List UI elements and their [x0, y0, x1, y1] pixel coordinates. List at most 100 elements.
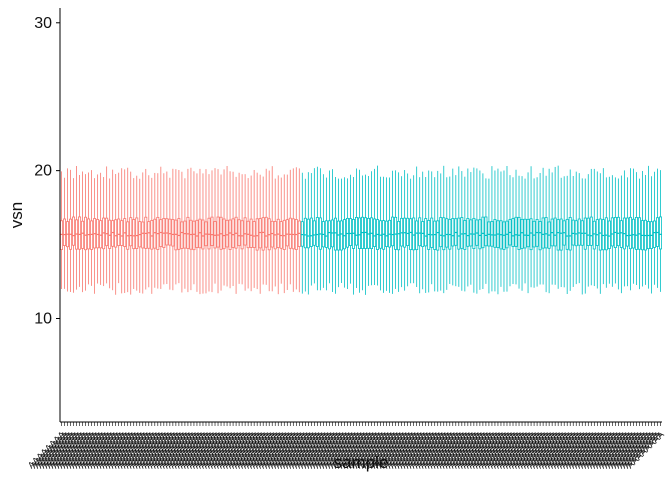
box-group-2	[547, 168, 551, 294]
box-group-2	[610, 175, 614, 287]
box-group-2	[339, 178, 343, 284]
box-body	[186, 216, 190, 249]
box-body	[264, 216, 268, 248]
box-body	[225, 219, 229, 248]
box-body	[659, 216, 662, 250]
box-group-1	[243, 174, 247, 291]
box-body	[198, 218, 202, 249]
box-group-2	[613, 177, 617, 284]
box-group-2	[490, 166, 494, 292]
box-group-1	[105, 166, 109, 284]
box-body	[240, 220, 244, 250]
box-group-2	[324, 177, 328, 291]
box-body	[78, 216, 82, 250]
box-group-1	[270, 166, 274, 292]
box-group-2	[358, 169, 361, 293]
box-group-1	[96, 174, 100, 284]
box-group-2	[553, 166, 557, 285]
box-group-2	[622, 170, 626, 287]
box-group-1	[63, 177, 66, 289]
box-body	[327, 220, 331, 250]
box-body	[237, 219, 241, 247]
box-body	[610, 217, 614, 247]
box-group-2	[577, 173, 581, 284]
y-tick-label: 10	[34, 311, 52, 328]
box-group-2	[637, 178, 641, 290]
box-body	[87, 218, 91, 250]
box-group-1	[261, 176, 265, 285]
box-group-2	[433, 177, 437, 292]
box-body	[517, 217, 521, 250]
box-group-2	[493, 170, 497, 292]
box-group-1	[282, 174, 286, 294]
box-group-1	[114, 173, 118, 295]
box-group-2	[460, 171, 464, 291]
box-body	[568, 217, 572, 251]
box-body	[303, 217, 307, 249]
box-group-2	[412, 175, 416, 284]
box-body	[90, 220, 94, 250]
box-body	[565, 218, 569, 250]
box-body	[619, 220, 623, 248]
box-group-2	[589, 168, 593, 286]
box-group-1	[210, 170, 214, 293]
box-body	[577, 218, 581, 246]
box-group-2	[532, 178, 536, 288]
box-group-2	[336, 178, 340, 288]
box-group-2	[508, 175, 512, 287]
box-body	[409, 218, 413, 251]
box-body	[351, 219, 355, 249]
box-body	[394, 216, 398, 250]
box-group-1	[162, 173, 166, 285]
box-group-2	[303, 178, 307, 292]
box-body	[306, 218, 310, 249]
box-body	[261, 217, 265, 251]
box-body	[84, 216, 88, 251]
box-group-2	[306, 172, 310, 295]
box-body	[433, 220, 437, 250]
box-group-2	[351, 177, 355, 295]
box-group-2	[517, 175, 521, 289]
box-group-1	[180, 171, 184, 293]
box-body	[514, 216, 518, 247]
box-body	[541, 217, 545, 249]
box-body	[406, 217, 410, 246]
box-body	[520, 218, 524, 249]
box-group-1	[240, 174, 244, 285]
box-group-1	[153, 172, 157, 288]
box-body	[532, 220, 536, 248]
box-body	[493, 219, 497, 248]
box-group-2	[463, 176, 467, 292]
box-body	[192, 220, 196, 251]
box-group-1	[168, 177, 172, 290]
box-group-1	[72, 178, 76, 293]
box-body	[132, 219, 136, 250]
box-group-2	[586, 174, 590, 287]
box-body	[117, 218, 121, 247]
box-group-1	[138, 178, 142, 293]
box-body	[460, 217, 464, 249]
box-group-2	[481, 173, 485, 290]
box-group-2	[505, 165, 509, 292]
box-group-2	[475, 168, 479, 294]
box-group-2	[556, 165, 560, 289]
box-group-2	[634, 172, 638, 286]
box-body	[339, 220, 343, 251]
box-group-2	[382, 176, 386, 293]
box-body	[144, 216, 148, 249]
box-group-1	[204, 169, 208, 294]
box-group-2	[604, 177, 608, 288]
box-group-1	[225, 165, 229, 287]
box-group-2	[379, 176, 383, 291]
box-group-2	[649, 176, 653, 294]
box-body	[628, 216, 632, 250]
box-group-1	[255, 172, 259, 290]
box-body	[466, 218, 470, 247]
box-group-1	[183, 178, 187, 289]
box-group-2	[502, 170, 506, 292]
box-group-1	[207, 174, 211, 292]
box-group-2	[487, 178, 491, 294]
box-body	[457, 217, 461, 250]
box-body	[601, 219, 605, 251]
box-body	[183, 220, 187, 249]
